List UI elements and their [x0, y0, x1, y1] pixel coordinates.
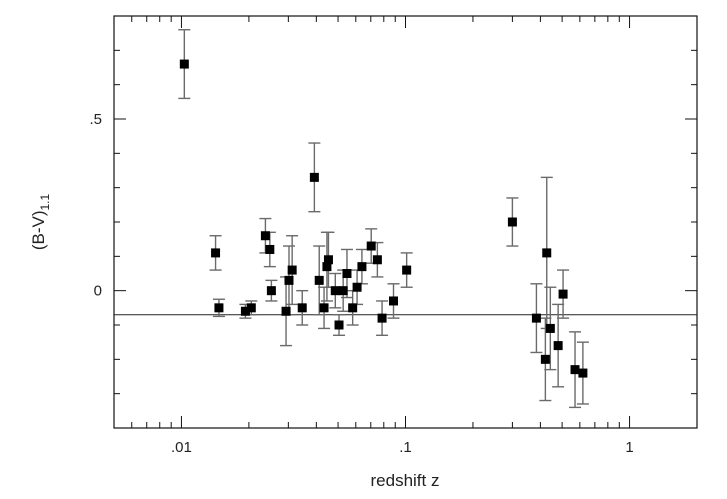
data-point	[542, 248, 552, 258]
data-point	[246, 303, 256, 313]
y-axis-title-subscript: 1.1	[38, 194, 52, 211]
data-point	[334, 320, 344, 330]
data-point	[266, 286, 276, 296]
data-point	[314, 275, 324, 285]
y-axis-title-main: (B-V)	[29, 211, 48, 251]
data-point	[287, 265, 297, 275]
data-point	[214, 303, 224, 313]
data-point	[540, 354, 550, 364]
error-bars	[178, 29, 589, 409]
data-point	[545, 323, 555, 333]
data-point	[570, 365, 580, 375]
plot-frame	[113, 15, 698, 429]
data-point	[342, 269, 352, 278]
data-point	[553, 341, 563, 351]
data-point	[323, 255, 333, 265]
data-point	[179, 59, 189, 69]
data-point	[558, 289, 568, 299]
data-point	[265, 244, 275, 254]
data-point	[357, 262, 367, 272]
data-point	[531, 313, 541, 323]
data-point	[284, 275, 294, 285]
y-axis-title: (B-V)1.1	[29, 194, 52, 251]
data-point	[319, 303, 329, 313]
data-point	[372, 255, 382, 265]
y-tick-label: .5	[89, 111, 102, 128]
data-point	[322, 262, 332, 272]
data-point	[377, 313, 387, 323]
x-axis-title: redshift z	[371, 471, 440, 490]
data-point	[240, 306, 250, 316]
data-point	[281, 306, 291, 316]
x-tick-label: .01	[171, 439, 192, 456]
data-point	[309, 172, 319, 182]
tick-labels: .01 .1 1 0 .5	[89, 111, 633, 456]
data-point	[402, 265, 412, 275]
data-point	[366, 241, 376, 251]
data-point	[330, 286, 340, 296]
data-point	[338, 286, 348, 296]
data-point	[507, 217, 517, 227]
x-tick-label: .1	[399, 439, 412, 456]
data-point	[211, 248, 221, 258]
y-tick-label: 0	[94, 283, 102, 300]
data-points	[179, 59, 588, 378]
axis-ticks	[113, 15, 698, 429]
data-point	[348, 303, 358, 313]
data-point	[260, 231, 270, 241]
data-point	[578, 368, 588, 378]
data-point	[297, 303, 307, 313]
data-point	[389, 296, 399, 306]
data-point	[352, 282, 362, 292]
x-tick-label: 1	[625, 439, 633, 456]
